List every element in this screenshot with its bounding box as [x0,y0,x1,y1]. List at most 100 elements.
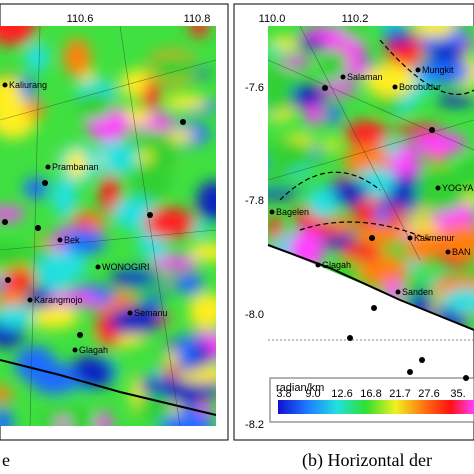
caption: e [2,450,10,470]
station-dot [419,357,425,363]
place-label: YOGYA [442,183,473,193]
field-blob [196,180,216,222]
field-blob [74,217,93,230]
station-dot [180,119,186,125]
field-blob [412,26,457,38]
field-blob [307,187,338,219]
y-axis-label: -7.6 [245,82,264,94]
field-blob [439,222,474,259]
coastline [0,359,217,416]
road [119,25,181,427]
place-label: Glagah [322,260,351,270]
right-frame [233,3,474,441]
field-blob [344,120,389,147]
field-blob [24,41,49,73]
station-dot [5,277,11,283]
field-blob [358,255,409,288]
town-dot [340,74,346,80]
town-dot [415,67,421,73]
field-blob [416,60,472,84]
field-blob [127,129,171,151]
field-blob [375,309,401,321]
field-blob [295,36,325,49]
fault [299,221,431,241]
field-blob [0,385,13,403]
field-blob [55,417,70,426]
road [29,25,41,427]
field-blob [268,45,283,57]
field-blob [325,103,341,126]
field-blob [60,228,106,255]
town-dot [27,297,33,303]
town-dot [269,209,275,215]
fault [279,171,381,201]
field-blob [268,272,283,291]
legend-tick: 9.0 [305,388,320,400]
field-blob [109,306,161,335]
y-axis-label: -8.2 [245,419,264,431]
field-blob [144,206,195,239]
field-blob [318,50,349,77]
field-blob [331,216,354,234]
field-blob [0,304,35,329]
legend-tick: 27.6 [418,388,439,400]
station-dot [42,180,48,186]
road [299,25,421,261]
field-blob [19,75,35,101]
field-blob [110,268,158,287]
y-axis-label: -7.8 [245,195,264,207]
station-dot [2,219,8,225]
field-blob [374,203,390,226]
place-label: Kalimenur [414,233,455,243]
field-blob [190,26,208,38]
y-axis-label: -8.0 [245,309,264,321]
place-label: Karangmojo [34,295,83,305]
field-blob [458,157,474,185]
station-dot [407,369,413,375]
field-blob [364,63,415,97]
x-axis-label: 110.6 [67,13,94,25]
legend-tick: 35. [450,388,465,400]
legend-tick: 16.8 [360,388,381,400]
station-dot [371,305,377,311]
field-blob [413,132,466,155]
field-blob [191,221,209,238]
left-map [0,26,216,426]
coastline [267,244,474,331]
field-blob [382,28,414,46]
field-blob [39,405,96,426]
field-blob [339,242,381,262]
road [267,119,474,181]
place-label: Semanu [134,308,168,318]
field-blob [174,273,204,295]
field-blob [164,348,179,367]
field-blob [188,242,216,262]
field-blob [0,26,36,46]
field-blob [318,82,359,96]
legend-tick: 12.6 [331,388,352,400]
road [0,229,217,251]
field [0,26,216,426]
town-dot [2,82,8,88]
town-dot [435,185,441,191]
field-blob [152,255,198,270]
station-dot [35,225,41,231]
field-blob [354,224,403,245]
field-blob [268,139,315,172]
field-blob [268,165,289,188]
place-label: Sanden [402,287,433,297]
field-blob [281,55,311,68]
legend-title: radian/km [276,382,324,394]
field-blob [407,259,421,274]
fault [379,39,474,95]
field-blob [139,376,160,394]
town-dot [315,262,321,268]
field-blob [49,250,87,282]
field-blob [414,170,468,212]
field-blob [75,91,114,121]
station-dot [429,127,435,133]
station-dot [463,375,469,381]
field-blob [51,177,77,218]
town-dot [95,264,101,270]
